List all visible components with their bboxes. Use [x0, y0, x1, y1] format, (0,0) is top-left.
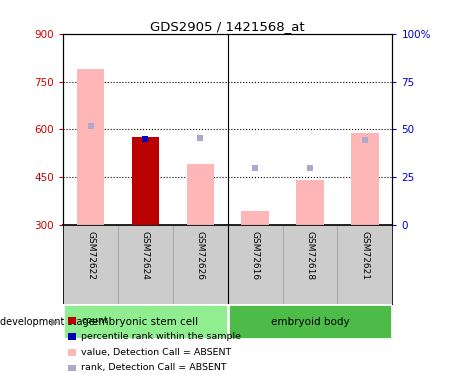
- Bar: [241, 211, 269, 225]
- Title: GDS2905 / 1421568_at: GDS2905 / 1421568_at: [151, 20, 305, 33]
- Bar: [63, 304, 228, 339]
- Point: [87, 123, 94, 129]
- Text: GSM72618: GSM72618: [306, 231, 314, 280]
- Bar: [187, 164, 214, 225]
- Text: embryoid body: embryoid body: [271, 316, 350, 327]
- Bar: [77, 69, 104, 225]
- Point: [197, 135, 204, 141]
- Text: development stage: development stage: [0, 316, 95, 327]
- Text: percentile rank within the sample: percentile rank within the sample: [81, 332, 241, 341]
- Text: GSM72626: GSM72626: [196, 231, 205, 280]
- Point: [252, 165, 259, 171]
- Point: [307, 165, 314, 171]
- Text: GSM72621: GSM72621: [360, 231, 369, 280]
- Text: GSM72622: GSM72622: [86, 231, 95, 280]
- Text: ▶: ▶: [51, 316, 59, 327]
- Text: embryonic stem cell: embryonic stem cell: [92, 316, 198, 327]
- Text: value, Detection Call = ABSENT: value, Detection Call = ABSENT: [81, 348, 231, 357]
- Bar: [228, 304, 392, 339]
- Bar: [132, 137, 159, 225]
- Text: GSM72616: GSM72616: [251, 231, 260, 280]
- Bar: [132, 137, 159, 225]
- Bar: [296, 180, 324, 225]
- Bar: [351, 133, 379, 225]
- Point: [142, 136, 149, 142]
- Point: [361, 136, 368, 142]
- Text: GSM72624: GSM72624: [141, 231, 150, 280]
- Text: count: count: [81, 316, 108, 325]
- Text: rank, Detection Call = ABSENT: rank, Detection Call = ABSENT: [81, 363, 227, 372]
